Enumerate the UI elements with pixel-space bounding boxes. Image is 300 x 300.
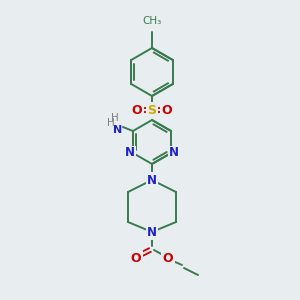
Text: H: H [107,118,115,128]
Text: CH₃: CH₃ [142,16,162,26]
Text: O: O [132,103,142,116]
Text: O: O [163,251,173,265]
Text: N: N [169,146,179,160]
Text: N: N [147,173,157,187]
Text: O: O [162,103,172,116]
Text: O: O [131,251,141,265]
Text: N: N [113,125,123,135]
Text: S: S [148,103,157,116]
Text: N: N [125,146,135,160]
Text: H: H [111,113,119,123]
Text: N: N [147,226,157,238]
